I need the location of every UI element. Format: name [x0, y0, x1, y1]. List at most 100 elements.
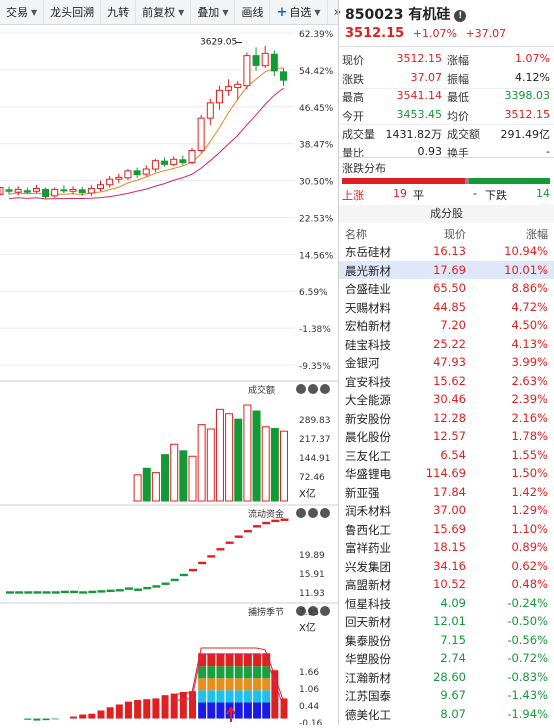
constituent-price: 7.15 [440, 632, 466, 647]
toolbar-item-4[interactable]: 叠加 ▼ [191, 0, 236, 24]
candle-body [87, 187, 95, 194]
candle-body [161, 160, 169, 165]
season-band-bar [253, 653, 262, 667]
constituent-pct: -1.94% [507, 706, 548, 721]
constituent-name: 新安股份 [345, 411, 391, 426]
constituent-row[interactable]: 合盛硅业 65.50 8.86% [339, 279, 554, 298]
constituent-row[interactable]: 天赐材料 44.85 4.72% [339, 298, 554, 317]
volume-bar [270, 427, 279, 502]
toolbar-item-0[interactable]: 交易 ▼ [0, 0, 45, 24]
constituent-row[interactable]: 三友化工 6.54 1.55% [339, 446, 554, 465]
constituent-row[interactable]: 恒星科技 4.09 -0.24% [339, 594, 554, 613]
col-name-header[interactable]: 名称 [345, 228, 367, 241]
season-band-bar [207, 702, 216, 719]
gear-icon [296, 508, 306, 518]
constituent-price: 12.01 [433, 614, 466, 628]
constituent-price: 17.84 [433, 484, 466, 499]
constituent-row[interactable]: 集泰股份 7.15 -0.56% [339, 631, 554, 650]
toolbar-item-1[interactable]: 龙头回溯 [44, 0, 102, 24]
season-curve [173, 653, 284, 708]
help-icon [308, 606, 318, 616]
capital-flow-segment [225, 541, 234, 544]
capital-y-tick: 7.95 [299, 608, 319, 618]
close-icon [320, 606, 330, 616]
col-price-header[interactable]: 现价 [444, 228, 466, 241]
constituent-name: 江苏国泰 [345, 689, 391, 703]
constituent-row[interactable]: 硅宝科技 25.22 4.13% [339, 335, 554, 354]
distribution-bar [342, 178, 550, 184]
constituent-row[interactable]: 晨光新材 17.69 10.01% [339, 260, 554, 279]
volume-bar [179, 450, 188, 502]
season-bar [271, 670, 279, 719]
toolbar-item-6[interactable]: + 自选 ▼ [270, 0, 328, 24]
constituent-row[interactable]: 江瀚新材 28.60 -0.83% [339, 668, 554, 687]
season-band-bar [207, 678, 216, 691]
quote-v2: 291.49亿 [500, 128, 551, 142]
constituent-price: 30.46 [433, 392, 466, 406]
season-band-bar [262, 666, 271, 679]
season-band-bar [216, 666, 225, 679]
constituent-row[interactable]: 回天新材 12.01 -0.50% [339, 612, 554, 631]
candle-body [197, 117, 205, 152]
constituent-row[interactable]: 晨化股份 12.57 1.78% [339, 427, 554, 446]
constituent-row[interactable]: 宏柏新材 7.20 4.50% [339, 316, 554, 335]
index-price-line: 3512.15 +1.07% +37.07 [345, 26, 506, 41]
constituent-pct: 10.94% [504, 244, 548, 258]
candle-body [51, 188, 59, 197]
season-band-bar [243, 653, 252, 667]
constituent-row[interactable]: 兴发集团 34.16 0.62% [339, 557, 554, 576]
double-chevron-right-icon[interactable]: » [328, 5, 348, 20]
season-band-bar [207, 690, 216, 703]
panel-divider [338, 0, 339, 725]
season-band-bar [253, 690, 262, 703]
flat-label: 平 [413, 189, 424, 202]
constituent-row[interactable]: 华盛锂电 114.69 1.50% [339, 464, 554, 483]
constituent-row[interactable]: 宜安科技 15.62 2.63% [339, 372, 554, 391]
capital-flow-segment [6, 591, 14, 594]
season-band-bar [198, 690, 207, 703]
candle-body [225, 86, 233, 91]
constituent-pct: -0.50% [507, 614, 548, 628]
season-band-bar [253, 678, 262, 691]
constituent-row[interactable]: 大全能源 30.46 2.39% [339, 390, 554, 409]
constituent-row[interactable]: 高盟新材 10.52 0.48% [339, 575, 554, 594]
section-divider [339, 157, 554, 158]
constituent-row[interactable]: 东岳硅材 16.13 10.94% [339, 242, 554, 261]
season-bar [42, 718, 50, 721]
season-band-bar [198, 666, 207, 679]
constituent-row[interactable]: 富祥药业 18.15 0.89% [339, 538, 554, 557]
constituent-row[interactable]: 新亚强 17.84 1.42% [339, 483, 554, 502]
quote-v2: - [546, 145, 550, 158]
constituent-price: 47.93 [433, 355, 466, 369]
kline-y-tick: 46.45% [299, 104, 334, 114]
constituents-header: 名称 现价 涨幅 [339, 224, 554, 242]
season-title: 捕捞季节 [248, 606, 284, 618]
toolbar-item-2[interactable]: 九转 [101, 0, 137, 24]
close-icon [320, 384, 330, 394]
quote-l1: 成交量 [342, 128, 375, 142]
constituent-name: 江瀚新材 [345, 670, 391, 685]
toolbar-item-3[interactable]: 前复权 ▼ [136, 0, 192, 24]
constituent-row[interactable]: 鲁西化工 15.69 1.10% [339, 520, 554, 539]
col-pct-header[interactable]: 涨幅 [526, 228, 548, 241]
constituent-name: 东岳硅材 [345, 245, 391, 259]
constituents-title: 成分股 [339, 205, 554, 223]
constituent-row[interactable]: 华塑股份 2.74 -0.72% [339, 649, 554, 668]
kline-y-tick: -9.35% [299, 362, 331, 372]
constituent-row[interactable]: 润禾材料 37.00 1.29% [339, 501, 554, 520]
volume-bar [234, 418, 243, 502]
quote-l2: 最低 [447, 91, 469, 105]
season-bar [124, 701, 132, 719]
constituent-name: 硅宝科技 [345, 337, 391, 352]
constituent-row[interactable]: 江苏国泰 9.67 -1.43% [339, 686, 554, 705]
constituent-pct: 1.29% [511, 503, 548, 517]
constituent-pct: 10.01% [504, 262, 548, 277]
constituent-row[interactable]: 德美化工 8.07 -1.94% [339, 705, 554, 724]
constituent-row[interactable]: 新安股份 12.28 2.16% [339, 409, 554, 428]
info-icon[interactable]: ! [454, 10, 467, 22]
capital-title: 流动资金 [248, 508, 284, 520]
charts-svg[interactable]: 3629.05 62.39% 54.42% 46.45% 38.47% 30.50% 22.… [0, 25, 338, 728]
constituent-row[interactable]: 金银河 47.93 3.99% [339, 353, 554, 372]
season-bar [143, 699, 151, 719]
toolbar-item-5[interactable]: 画线 [235, 0, 271, 24]
